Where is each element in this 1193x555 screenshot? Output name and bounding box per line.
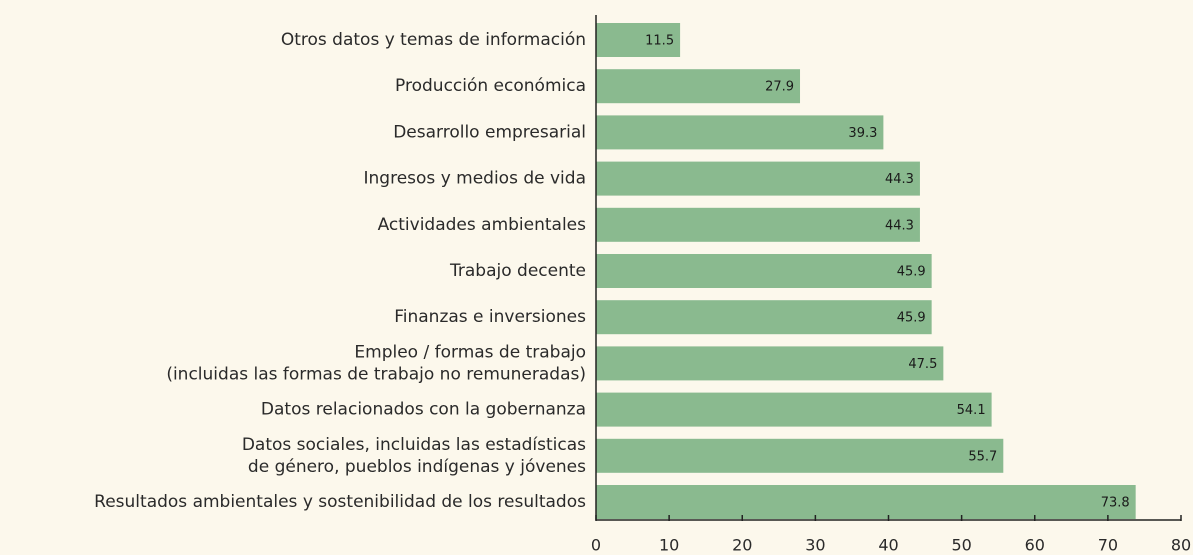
x-tick-label: 40 xyxy=(878,536,898,555)
category-label: (incluidas las formas de trabajo no remu… xyxy=(166,364,586,384)
category-label: Finanzas e inversiones xyxy=(394,307,586,327)
value-label: 27.9 xyxy=(765,80,794,95)
x-tick-label: 10 xyxy=(659,536,679,555)
value-label: 44.3 xyxy=(885,218,914,233)
bar xyxy=(596,346,944,381)
bar xyxy=(596,161,920,196)
category-label: Datos sociales, incluidas las estadístic… xyxy=(242,435,586,455)
bar xyxy=(596,485,1136,519)
bar xyxy=(596,300,932,335)
category-label: Producción económica xyxy=(395,76,586,96)
category-label: Ingresos y medios de vida xyxy=(364,169,586,189)
x-tick-label: 60 xyxy=(1025,536,1045,555)
value-label: 54.1 xyxy=(957,403,986,418)
x-tick-label: 0 xyxy=(591,536,601,555)
bar xyxy=(596,115,884,150)
x-tick-label: 20 xyxy=(732,536,752,555)
value-label: 55.7 xyxy=(968,449,997,464)
value-label: 73.8 xyxy=(1101,496,1130,511)
value-label: 45.9 xyxy=(897,311,926,326)
value-label: 11.5 xyxy=(645,34,674,49)
category-label: Empleo / formas de trabajo xyxy=(354,342,586,362)
x-tick-label: 50 xyxy=(951,536,971,555)
category-label: Actividades ambientales xyxy=(378,215,587,235)
bar xyxy=(596,69,801,104)
bar xyxy=(596,438,1004,473)
bar xyxy=(596,23,681,57)
x-tick-label: 30 xyxy=(805,536,825,555)
bar xyxy=(596,207,920,242)
value-label: 44.3 xyxy=(885,172,914,187)
value-label: 39.3 xyxy=(848,126,877,141)
category-label: Datos relacionados con la gobernanza xyxy=(261,400,586,420)
bar xyxy=(596,254,932,288)
value-label: 47.5 xyxy=(908,357,937,372)
category-label: Resultados ambientales y sostenibilidad … xyxy=(94,492,586,512)
category-label: Trabajo decente xyxy=(449,261,586,281)
category-label: de género, pueblos indígenas y jóvenes xyxy=(248,457,586,477)
value-label: 45.9 xyxy=(897,265,926,280)
x-tick-label: 70 xyxy=(1098,536,1118,555)
bar xyxy=(596,392,992,427)
category-label: Desarrollo empresarial xyxy=(393,122,586,142)
category-label: Otros datos y temas de información xyxy=(281,30,586,50)
x-tick-label: 80 xyxy=(1171,536,1191,555)
